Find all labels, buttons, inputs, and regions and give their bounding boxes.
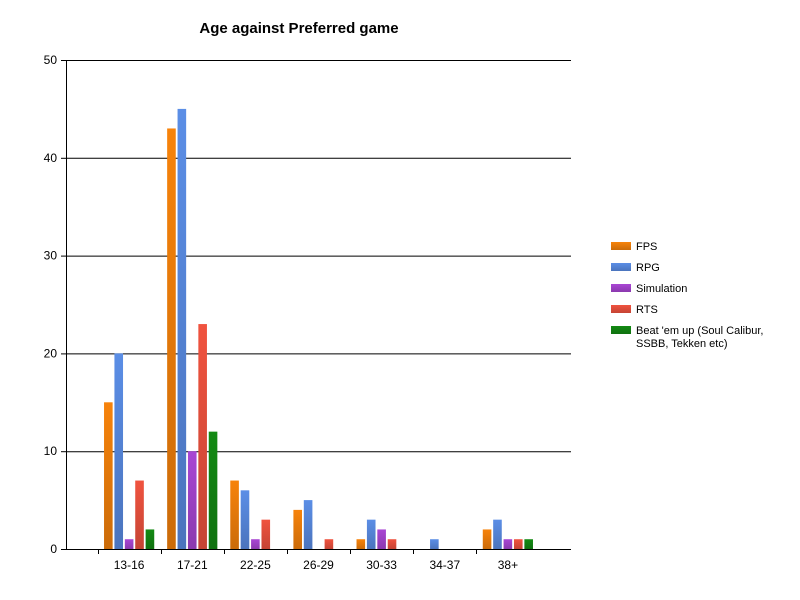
legend-swatch-fps [611,242,631,250]
bar-simulation-13-16 [124,539,134,549]
legend-item-simulation: Simulation [611,283,687,295]
bar-rts-13-16 [135,480,144,549]
bar-rts-26-29 [324,539,334,549]
y-tick-label-30: 30 [44,249,58,263]
x-tick-label-26-29: 26-29 [303,558,334,572]
y-tick-label-50: 50 [44,53,58,67]
bar-fps-17-21 [167,128,176,549]
bar-fps-22-25 [230,480,239,549]
legend-label-beat-em-up-soul-calibur-ssbb-tekken-etc: Beat 'em up (Soul Calibur, SSBB, Tekken e… [636,325,763,350]
bar-rpg-26-29 [303,500,313,549]
axes [61,60,571,554]
legend-label-rpg: RPG [636,262,660,274]
legend-item-rpg: RPG [611,262,660,274]
bar-rpg-38 [493,519,502,549]
bar-rpg-22-25 [240,490,250,549]
bar-rpg-30-33 [366,519,376,549]
bar-simulation-17-21 [187,451,197,549]
bar-rts-22-25 [261,519,271,549]
bar-simulation-22-25 [251,539,260,549]
y-tick-label-10: 10 [44,444,58,458]
y-tick-label-40: 40 [44,151,58,165]
bar-rts-38 [513,539,523,549]
bar-simulation-30-33 [377,529,386,549]
bar-rpg-17-21 [177,108,187,550]
bar-simulation-38 [503,539,513,549]
bar-beat-em-up-soul-calibur-ssbb-tekken-etc-17-21 [208,431,218,549]
legend-swatch-rts [611,305,631,313]
chart-title: Age against Preferred game [199,20,398,37]
x-tick-label-13-16: 13-16 [114,558,145,572]
legend-label-rts: RTS [636,304,658,316]
y-tick-labels: 0 10 20 30 40 50 [44,53,58,556]
bar-beat-em-up-soul-calibur-ssbb-tekken-etc-38 [524,539,533,549]
bar-beat-em-up-soul-calibur-ssbb-tekken-etc-13-16 [145,529,155,549]
x-tick-label-22-25: 22-25 [240,558,271,572]
legend-label-fps: FPS [636,241,657,253]
x-tick-label-30-33: 30-33 [366,558,397,572]
y-tick-label-20: 20 [44,346,58,360]
legend-item-rts: RTS [611,304,658,316]
bars [104,108,533,550]
x-tick-label-34-37: 34-37 [429,558,460,572]
bar-fps-13-16 [104,402,113,549]
legend-swatch-beat-em-up-soul-calibur-ssbb-tekken-etc [611,326,631,334]
bar-fps-30-33 [356,539,366,549]
legend: FPS RPG Simulation RTS Beat 'em up (Soul Cal… [611,241,763,350]
bar-fps-26-29 [293,509,302,549]
bar-rpg-34-37 [430,539,439,549]
x-tick-label-38: 38+ [498,558,518,572]
legend-item-beat-em-up-soul-calibur-ssbb-tekken-etc: Beat 'em up (Soul Calibur, SSBB, Tekken e… [611,325,763,350]
legend-item-fps: FPS [611,241,657,253]
legend-swatch-simulation [611,284,631,292]
bar-rpg-13-16 [114,353,124,549]
x-tick-label-17-21: 17-21 [177,558,208,572]
bar-rts-17-21 [198,324,207,549]
legend-label-simulation: Simulation [636,283,687,295]
x-tick-labels: 13-16 17-21 22-25 26-29 30-33 34-37 38+ [114,558,518,572]
bar-fps-38 [482,529,492,549]
legend-swatch-rpg [611,263,631,271]
bar-rts-30-33 [387,539,397,549]
gridlines [66,60,571,453]
y-tick-label-0: 0 [50,542,57,556]
